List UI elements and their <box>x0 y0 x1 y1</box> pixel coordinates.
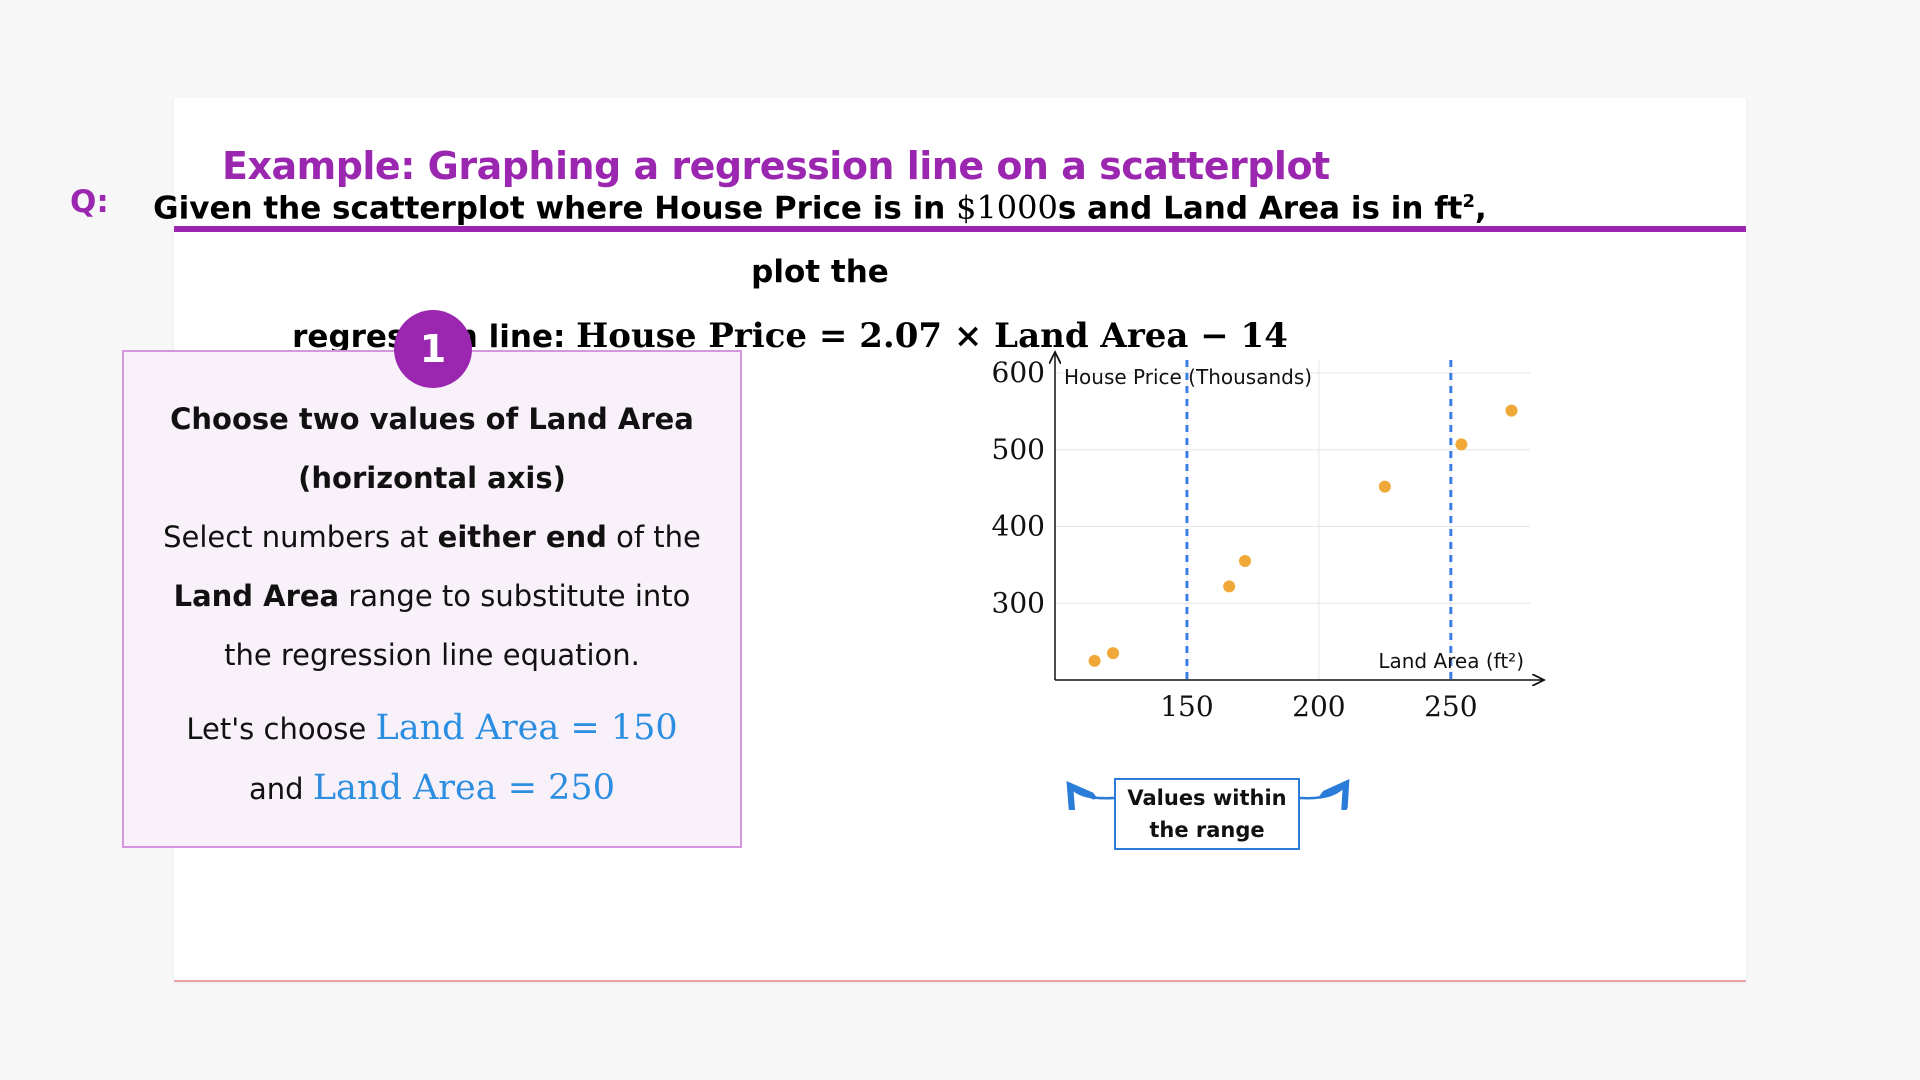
page-title: Example: Graphing a regression line on a… <box>222 144 1330 188</box>
choice-value-1: Land Area = 150 <box>375 708 678 748</box>
step-number-badge: 1 <box>394 310 472 388</box>
data-point <box>1378 480 1391 493</box>
y-axis-title: House Price (Thousands) <box>1064 365 1312 389</box>
step-body-text: Select numbers at <box>163 520 438 554</box>
title-divider <box>174 226 1746 232</box>
grid-layer <box>1055 360 1530 680</box>
callout-arrow-right <box>1299 784 1346 798</box>
y-tick-label: 300 <box>992 586 1045 619</box>
step-body: Select numbers at either end of the Land… <box>122 508 742 685</box>
y-tick-label: 500 <box>992 433 1045 466</box>
step-box <box>122 350 742 848</box>
callout-box: Values within the range <box>1114 778 1300 850</box>
callout-arrow-left <box>1070 786 1115 798</box>
scatterplot-chart: 300 400 500 600 150 200 250 House Price (Thousa… <box>992 340 1670 810</box>
data-point <box>1505 404 1518 417</box>
question-text-part: Given the scatterplot where House Price … <box>153 190 946 227</box>
data-point <box>1088 654 1101 667</box>
data-point <box>1239 555 1251 568</box>
question-text-part: , plot the <box>751 190 1487 291</box>
step-content: Choose two values of Land Area (horizont… <box>122 390 742 819</box>
x-tick-label: 200 <box>1292 690 1345 723</box>
x-tick-label: 250 <box>1424 690 1477 723</box>
choose-text: Let's choose <box>186 712 376 746</box>
question-text: Q: Given the scatterplot where House Pri… <box>70 170 1510 369</box>
step-body-emphasis: either end <box>437 520 607 554</box>
guide-lines <box>1185 360 1453 680</box>
choose-text: and <box>249 772 313 806</box>
choose-line-1: Let's choose Land Area = 150 <box>122 699 742 759</box>
question-line-1: Given the scatterplot where House Price … <box>70 170 1510 304</box>
x-tick-label: 150 <box>1160 690 1213 723</box>
y-tick-label: 400 <box>992 510 1045 543</box>
question-label: Q: <box>70 184 109 220</box>
data-point <box>1455 438 1468 451</box>
y-tick-label: 600 <box>992 356 1045 389</box>
x-axis-title: Land Area (ft²) <box>1378 649 1524 673</box>
choose-line-2: and Land Area = 250 <box>122 759 742 819</box>
callout-line-2: the range <box>1149 818 1265 842</box>
squared-superscript: 2 <box>1462 191 1476 212</box>
axes-layer <box>1055 352 1544 680</box>
data-point <box>1107 647 1120 660</box>
choice-value-2: Land Area = 250 <box>312 768 615 808</box>
price-unit-math: $1000 <box>956 188 1058 227</box>
question-text-part: s and Land Area is in ft <box>1057 190 1463 227</box>
step-heading: Choose two values of Land Area (horizont… <box>170 402 694 495</box>
data-points <box>1088 404 1518 667</box>
callout-line-1: Values within <box>1127 786 1287 810</box>
step-body-emphasis: Land Area <box>173 579 340 613</box>
tick-labels: 300 400 500 600 150 200 250 House Price (Thousa… <box>992 356 1524 723</box>
step-body-text: of the <box>606 520 701 554</box>
data-point <box>1223 580 1236 593</box>
regression-equation: House Price = 2.07 × Land Area − 14 <box>576 316 1288 357</box>
step-body-text: range to substitute into the regression … <box>224 579 691 672</box>
card-bottom-border <box>174 980 1746 982</box>
question-line-2: regression line: House Price = 2.07 × La… <box>70 304 1510 369</box>
